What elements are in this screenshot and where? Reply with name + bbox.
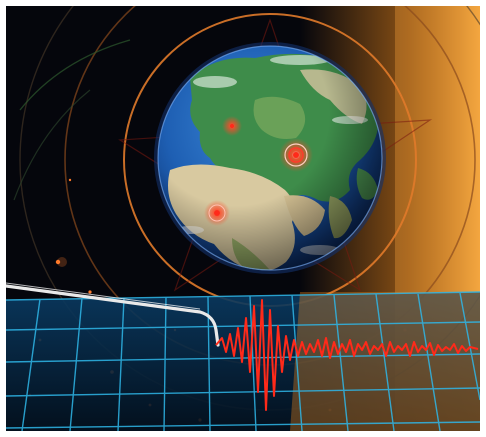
epicenter-europe	[222, 116, 242, 136]
epicenter-asia	[279, 138, 313, 172]
seismograph-stylus	[6, 284, 220, 347]
epicenter-africa	[204, 200, 230, 226]
earth-globe	[154, 42, 386, 274]
seismic-trace	[215, 299, 479, 411]
